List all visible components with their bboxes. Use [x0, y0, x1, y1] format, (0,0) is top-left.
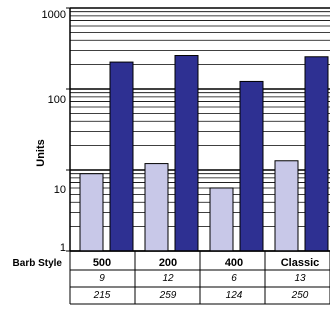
bar-series1-classic [274, 160, 299, 252]
bars [79, 55, 329, 252]
table-cell-series2-400: 124 [226, 290, 243, 301]
category-label-500: 500 [93, 257, 111, 269]
table-cell-series1-400: 6 [231, 273, 237, 284]
y-axis-title: Units [35, 139, 47, 167]
table-cell-series1-200: 12 [162, 273, 174, 284]
bar-series1-400 [209, 187, 234, 252]
bar-series1-500 [79, 173, 104, 252]
table-cell-series1-classic: 13 [294, 273, 306, 284]
bar-series2-classic [304, 56, 329, 252]
y-tick-label-10: 10 [54, 184, 66, 196]
bar-series2-400 [239, 80, 264, 252]
table-cell-series2-200: 259 [159, 290, 177, 301]
table-cell-series2-500: 215 [93, 290, 111, 301]
data-table [69, 250, 330, 305]
bar-series1-200 [144, 163, 169, 252]
category-label-classic: Classic [281, 257, 320, 269]
table-cell-series1-500: 9 [99, 273, 105, 284]
y-tick-label-1000: 1000 [42, 9, 66, 21]
category-label-400: 400 [225, 257, 243, 269]
category-label-200: 200 [159, 257, 177, 269]
table-row-header: Barb Style [13, 258, 63, 269]
y-tick-label-1: 1 [60, 242, 66, 254]
bar-series2-200 [174, 55, 199, 252]
bar-series2-500 [109, 61, 134, 252]
y-tick-label-100: 100 [48, 94, 66, 106]
table-cell-series2-classic: 250 [291, 290, 309, 301]
